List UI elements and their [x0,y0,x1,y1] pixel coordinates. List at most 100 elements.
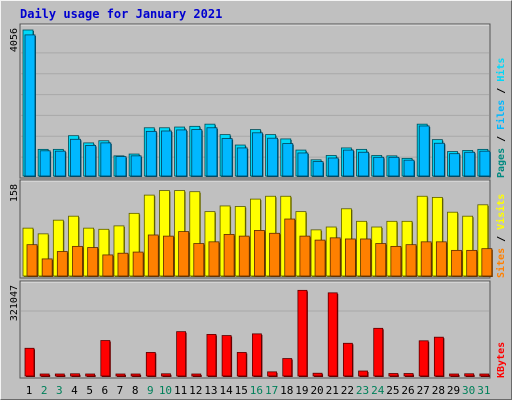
x-tick-label-day-29: 29 [447,384,460,397]
bar-files-day-26 [403,159,415,177]
bar-files-day-24 [373,156,385,177]
x-tick-label-day-11: 11 [174,384,187,397]
bar-files-day-7 [115,156,127,177]
bar-kbytes-day-3 [54,373,65,377]
bar-files-day-16 [252,132,263,177]
x-tick-label-day-3: 3 [56,384,63,397]
bar-kbytes-day-10 [161,373,171,377]
x-tick-label-day-9: 9 [147,384,154,397]
bar-kbytes-day-22 [342,342,353,377]
bar-sites-day-13 [208,241,220,277]
x-tick-label-day-27: 27 [417,384,430,397]
bar-kbytes-day-4 [70,373,80,377]
bar-files-day-29 [449,153,460,177]
bar-kbytes-day-7 [115,373,126,377]
bar-kbytes-day-24 [373,327,384,377]
bar-sites-day-5 [87,247,99,277]
bar-sites-day-23 [360,238,371,277]
x-tick-label-day-7: 7 [117,384,124,397]
bar-sites-day-9 [147,234,159,277]
bar-kbytes-day-25 [388,373,399,377]
bar-sites-day-10 [163,235,174,277]
bar-kbytes-day-29 [449,373,459,377]
x-tick-label-day-24: 24 [371,384,385,397]
legend-separator: / [496,230,507,248]
bar-sites-day-24 [375,243,387,277]
bar-kbytes-day-9 [145,352,156,377]
x-tick-label-day-25: 25 [386,384,399,397]
bar-files-day-10 [161,130,172,177]
bar-kbytes-day-8 [130,373,141,377]
legend-hits-files: Pages / Files / Hits [495,58,507,178]
x-tick-label-day-21: 21 [326,384,339,397]
x-tick-label-day-28: 28 [432,384,445,397]
bar-files-day-17 [267,137,278,177]
chart-title: Daily usage for January 2021 [20,7,223,21]
bar-kbytes-day-27 [418,340,429,377]
bar-kbytes-day-5 [85,373,96,377]
legend-item-visits: Visits [495,194,507,230]
x-tick-label-day-22: 22 [341,384,354,397]
bar-files-day-18 [282,143,294,177]
bar-kbytes-day-20 [312,372,323,377]
bar-sites-day-21 [329,237,341,277]
bar-kbytes-day-23 [358,370,368,377]
bar-files-day-11 [176,129,188,177]
bar-sites-day-30 [466,249,478,277]
bar-files-day-19 [297,152,309,177]
bar-sites-day-18 [284,218,296,277]
x-tick-label-day-19: 19 [295,384,308,397]
x-tick-label-day-2: 2 [41,384,48,397]
bar-sites-day-28 [435,241,447,277]
bar-files-day-27 [418,125,430,177]
bar-sites-day-2 [41,258,53,277]
bar-files-day-14 [221,138,233,177]
bar-sites-day-26 [405,244,417,277]
bar-files-day-4 [70,138,81,177]
legend-item-files: Files [495,100,507,130]
y-max-label-kbytes: 321047 [9,285,20,321]
bar-sites-day-3 [56,251,68,277]
bar-kbytes-day-14 [221,335,232,377]
bar-sites-day-22 [344,238,356,277]
x-tick-label-day-12: 12 [189,384,202,397]
bar-sites-day-27 [420,241,432,277]
bar-sites-day-29 [451,249,462,277]
legend-visits-sites: Sites / Visits [495,194,507,278]
legend-kbytes: KBytes [496,342,507,378]
bar-sites-day-31 [481,248,493,277]
bar-kbytes-day-19 [297,289,308,377]
bar-kbytes-day-12 [191,373,202,377]
x-tick-label-day-23: 23 [356,384,369,397]
x-tick-label-day-20: 20 [310,384,323,397]
x-tick-label-day-6: 6 [101,384,108,397]
bar-files-day-23 [358,151,369,177]
legend-item-kbytes: KBytes [496,342,507,378]
bar-sites-day-7 [117,252,129,277]
bar-kbytes-day-6 [100,340,111,377]
bar-files-day-6 [100,142,112,177]
bar-files-day-31 [479,150,491,177]
x-tick-label-day-16: 16 [250,384,263,397]
y-max-label-hits-files: 4056 [9,28,20,52]
bar-sites-day-6 [102,254,114,277]
bar-files-day-22 [342,149,354,177]
y-max-label-visits-sites: 158 [9,184,20,202]
x-tick-label-day-13: 13 [204,384,217,397]
bar-files-day-20 [312,161,324,177]
legend-item-sites: Sites [495,248,507,278]
bar-kbytes-day-1 [24,347,35,377]
bar-kbytes-day-18 [282,358,293,377]
bar-kbytes-day-21 [327,292,338,377]
x-tick-label-day-30: 30 [462,384,475,397]
bar-files-day-25 [388,156,400,177]
bar-sites-day-12 [193,243,205,277]
bar-sites-day-20 [314,239,326,277]
bar-files-day-21 [327,157,339,177]
legend-separator: / [496,130,507,148]
bar-files-day-3 [54,150,66,177]
bar-files-day-5 [85,145,97,177]
x-tick-label-day-31: 31 [477,384,490,397]
x-tick-label-day-26: 26 [401,384,414,397]
